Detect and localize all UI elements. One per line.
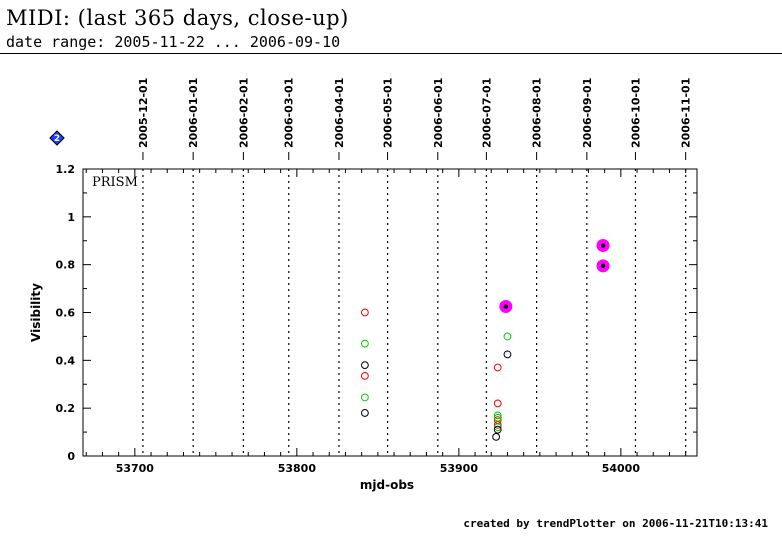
date-marker-label: 2006-09-01	[581, 78, 594, 148]
x-tick-label: 53900	[440, 462, 479, 475]
data-point	[360, 409, 369, 417]
highlight-point-center	[600, 263, 606, 269]
y-tick-label: 1	[67, 211, 75, 224]
plot-frame	[82, 168, 698, 457]
legend-marker-label: 2	[54, 134, 60, 144]
y-tick-label: 0.8	[56, 259, 76, 272]
date-marker-label: 2005-12-01	[137, 78, 150, 148]
data-point	[493, 423, 502, 432]
highlight-point-center	[600, 243, 606, 248]
data-point	[492, 432, 501, 441]
date-marker-label: 2006-06-01	[432, 78, 445, 148]
x-tick-label: 53700	[116, 462, 155, 475]
date-marker-labels: 2005-12-01 2006-01-01 2006-02-01 2006-03-01…	[137, 78, 693, 148]
data-point	[493, 399, 502, 408]
data-point	[493, 363, 502, 372]
date-marker-label: 2006-07-01	[480, 78, 493, 148]
x-tick-label: 54000	[602, 462, 641, 475]
axis-ticks: 53700 53800 53900 54000 0 0.2 0.4 0.6 0.8 1 1.2	[56, 163, 697, 475]
data-point	[493, 411, 502, 420]
y-tick-label: 1.2	[56, 163, 76, 176]
date-marker-label: 2006-02-01	[237, 78, 250, 148]
date-marker-label: 2006-03-01	[283, 78, 296, 148]
x-tick-label: 53800	[278, 462, 317, 475]
data-point	[503, 332, 512, 341]
date-marker-label: 2006-04-01	[333, 78, 346, 148]
data-point	[493, 425, 502, 434]
data-point	[360, 308, 369, 317]
data-point	[360, 361, 369, 370]
y-tick-label: 0.6	[56, 307, 76, 320]
date-marker-label: 2006-10-01	[629, 78, 642, 148]
date-marker-label: 2006-08-01	[531, 78, 544, 148]
data-point	[493, 413, 502, 422]
blue-diamond-icon: 2	[49, 130, 65, 146]
data-point	[360, 393, 369, 402]
y-tick-label: 0.2	[56, 402, 76, 415]
date-marker-label: 2006-11-01	[680, 78, 693, 148]
footer-credit: created by trendPlotter on 2006-11-21T10…	[463, 517, 768, 530]
y-tick-label: 0	[67, 450, 75, 463]
panel-label: PRISM	[92, 175, 138, 190]
y-axis-label: Visibility	[29, 283, 43, 342]
data-point	[503, 350, 512, 359]
date-marker-label: 2006-05-01	[382, 78, 395, 148]
data-points	[360, 239, 610, 441]
y-tick-label: 0.4	[56, 354, 76, 367]
data-point	[360, 339, 369, 348]
date-marker-label: 2006-01-01	[187, 78, 200, 148]
data-point	[360, 371, 369, 380]
chart-title: MIDI: (last 365 days, close-up)	[6, 6, 349, 30]
x-axis-label: mjd-obs	[360, 478, 414, 492]
date-range-subtitle: date range: 2005-11-22 ... 2006-09-10	[6, 33, 341, 51]
date-gridlines	[142, 152, 687, 456]
header-divider	[0, 53, 782, 54]
highlight-point-center	[503, 304, 509, 309]
